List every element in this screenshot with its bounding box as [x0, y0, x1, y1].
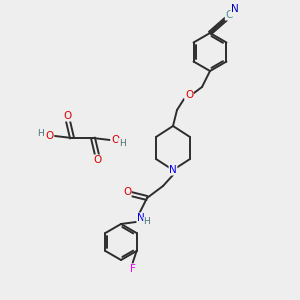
- Text: O: O: [93, 155, 101, 165]
- Text: N: N: [169, 165, 177, 175]
- Text: O: O: [45, 131, 53, 141]
- Text: H: H: [118, 139, 125, 148]
- Text: O: O: [111, 135, 119, 145]
- Text: F: F: [130, 264, 136, 274]
- Text: H: H: [37, 128, 44, 137]
- Text: O: O: [123, 187, 131, 197]
- Text: N: N: [231, 4, 239, 14]
- Text: O: O: [64, 111, 72, 121]
- Text: H: H: [144, 218, 150, 226]
- Text: C: C: [225, 10, 233, 20]
- Text: N: N: [137, 213, 145, 223]
- Text: O: O: [185, 90, 193, 100]
